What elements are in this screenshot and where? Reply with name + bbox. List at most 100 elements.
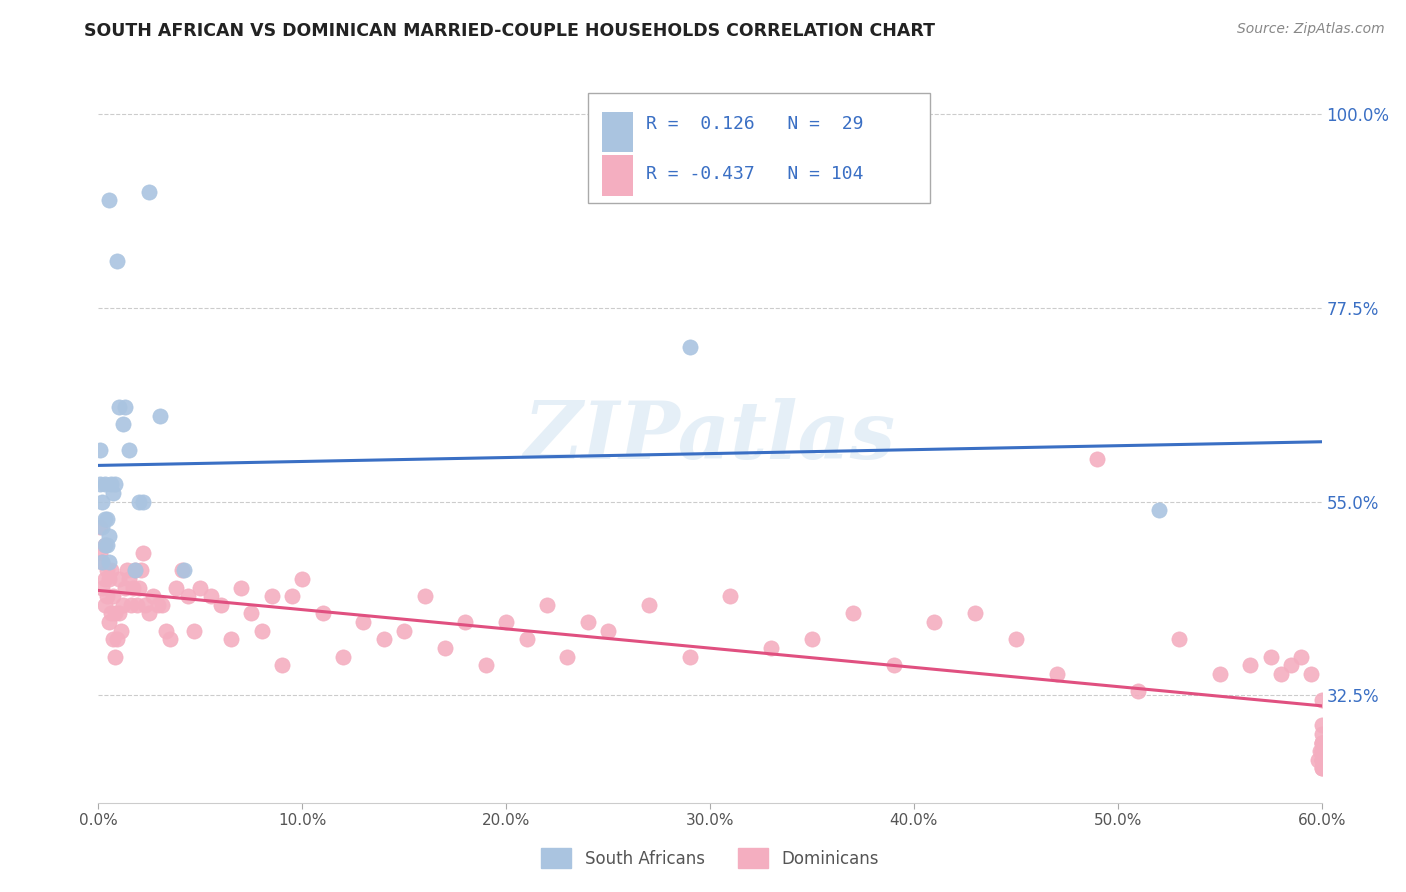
Point [1045,666,1069,681]
Point [91,494,114,508]
Point [1209,666,1232,681]
Point [260,589,283,603]
Point [91,581,114,595]
Point [1085,451,1108,466]
Point [108,607,131,621]
Point [1306,753,1329,767]
Point [761,640,783,655]
Point [104,477,127,491]
Point [281,589,304,603]
Point [1291,649,1313,664]
Point [146,598,169,612]
Point [101,589,124,603]
Text: SOUTH AFRICAN VS DOMINICAN MARRIED-COUPLE HOUSEHOLDS CORRELATION CHART: SOUTH AFRICAN VS DOMINICAN MARRIED-COUPL… [84,22,935,40]
Point [183,624,205,638]
Point [1310,753,1333,767]
Point [679,649,702,664]
Point [373,632,395,647]
Point [89,546,111,560]
Point [1310,735,1333,749]
Point [159,632,181,647]
Point [142,589,165,603]
Point [108,572,131,586]
Text: ZIPatlas: ZIPatlas [524,399,896,475]
Point [598,624,620,638]
Point [555,649,579,664]
Point [209,598,232,612]
Point [1310,761,1333,775]
Point [1270,666,1292,681]
Point [188,581,212,595]
Point [97,572,120,586]
Point [96,538,118,552]
Point [841,607,863,621]
Point [89,442,111,457]
Point [111,598,134,612]
Point [231,581,253,595]
Point [138,185,160,199]
Point [170,564,193,578]
Point [97,529,120,543]
Point [1309,744,1331,758]
Point [679,340,702,354]
Point [165,581,187,595]
Point [1310,761,1333,775]
Point [96,564,118,578]
Point [132,494,155,508]
Point [114,400,136,414]
Point [105,632,128,647]
Point [93,598,115,612]
Point [129,564,152,578]
Point [91,555,114,569]
Point [454,615,477,629]
Point [291,572,314,586]
Point [392,624,416,638]
Text: R =  0.126   N =  29: R = 0.126 N = 29 [647,115,863,133]
Point [122,581,145,595]
Point [127,598,149,612]
Point [101,486,124,500]
Point [883,658,905,673]
Point [312,607,335,621]
FancyBboxPatch shape [588,94,931,203]
Legend: South Africans, Dominicans: South Africans, Dominicans [534,841,886,875]
Point [111,417,134,432]
Point [173,564,195,578]
Point [474,658,498,673]
Point [1310,735,1333,749]
Point [115,564,138,578]
Point [134,598,156,612]
Point [124,564,146,578]
Point [1310,692,1333,706]
Point [1310,753,1333,767]
Point [1310,753,1333,767]
Point [105,253,128,268]
Point [1260,649,1282,664]
Point [120,598,142,612]
Point [97,555,120,569]
Point [1310,718,1333,732]
Point [132,546,155,560]
Point [104,607,127,621]
Point [149,409,172,423]
Point [100,477,122,491]
Point [434,640,457,655]
Point [91,555,114,569]
Point [93,538,115,552]
Point [124,564,146,578]
Point [1279,658,1302,673]
Point [240,607,263,621]
Point [1310,744,1333,758]
Point [1310,735,1333,749]
Point [128,494,150,508]
Point [413,589,436,603]
Point [128,581,150,595]
Point [108,400,131,414]
FancyBboxPatch shape [602,155,633,195]
Point [97,194,120,208]
Point [1147,503,1170,517]
Point [1310,744,1333,758]
Point [250,624,273,638]
Text: Source: ZipAtlas.com: Source: ZipAtlas.com [1237,22,1385,37]
Point [93,512,115,526]
